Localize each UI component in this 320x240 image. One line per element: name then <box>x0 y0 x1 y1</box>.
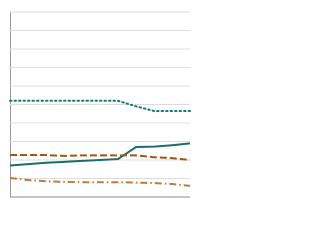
data-line <box>9 176 191 187</box>
data-line <box>9 99 191 112</box>
data-line <box>9 142 191 167</box>
data-line <box>10 154 191 161</box>
page: (() => { const data = JSON.parse(documen… <box>9 11 191 198</box>
chart <box>9 11 191 198</box>
